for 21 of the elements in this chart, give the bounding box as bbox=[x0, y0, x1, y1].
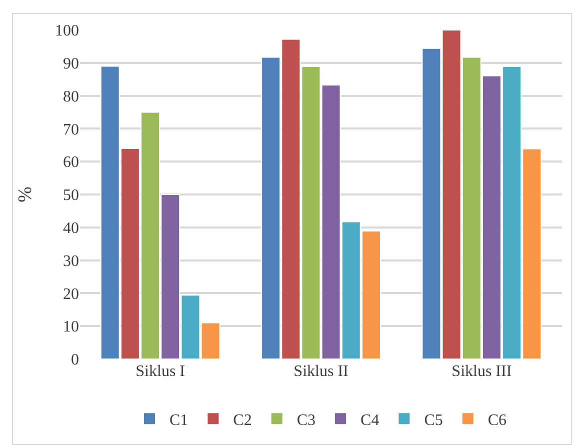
legend-label: C6 bbox=[488, 412, 507, 429]
x-tick-label: Siklus I bbox=[136, 363, 185, 380]
y-tick-label: 40 bbox=[63, 220, 79, 237]
y-tick-label: 50 bbox=[63, 187, 79, 204]
legend-label: C4 bbox=[360, 412, 380, 429]
y-tick-label: 90 bbox=[63, 56, 79, 72]
y-axis-title: % bbox=[14, 186, 36, 202]
y-tick-label: 100 bbox=[55, 22, 79, 40]
legend-label: C5 bbox=[424, 412, 443, 429]
legend-label: C1 bbox=[170, 412, 188, 429]
x-tick-label: Siklus II bbox=[294, 363, 348, 380]
y-tick-label: 70 bbox=[63, 121, 79, 138]
legend-label: C2 bbox=[233, 412, 252, 429]
y-tick-label: 80 bbox=[63, 88, 79, 106]
y-tick-label: 60 bbox=[63, 154, 79, 172]
y-tick-label: 0 bbox=[71, 352, 79, 369]
y-tick-label: 30 bbox=[63, 252, 79, 270]
x-tick-label: Siklus III bbox=[452, 363, 512, 380]
legend-label: C3 bbox=[296, 412, 316, 429]
y-tick-label: 10 bbox=[63, 318, 79, 336]
y-tick-label: 20 bbox=[63, 286, 79, 303]
